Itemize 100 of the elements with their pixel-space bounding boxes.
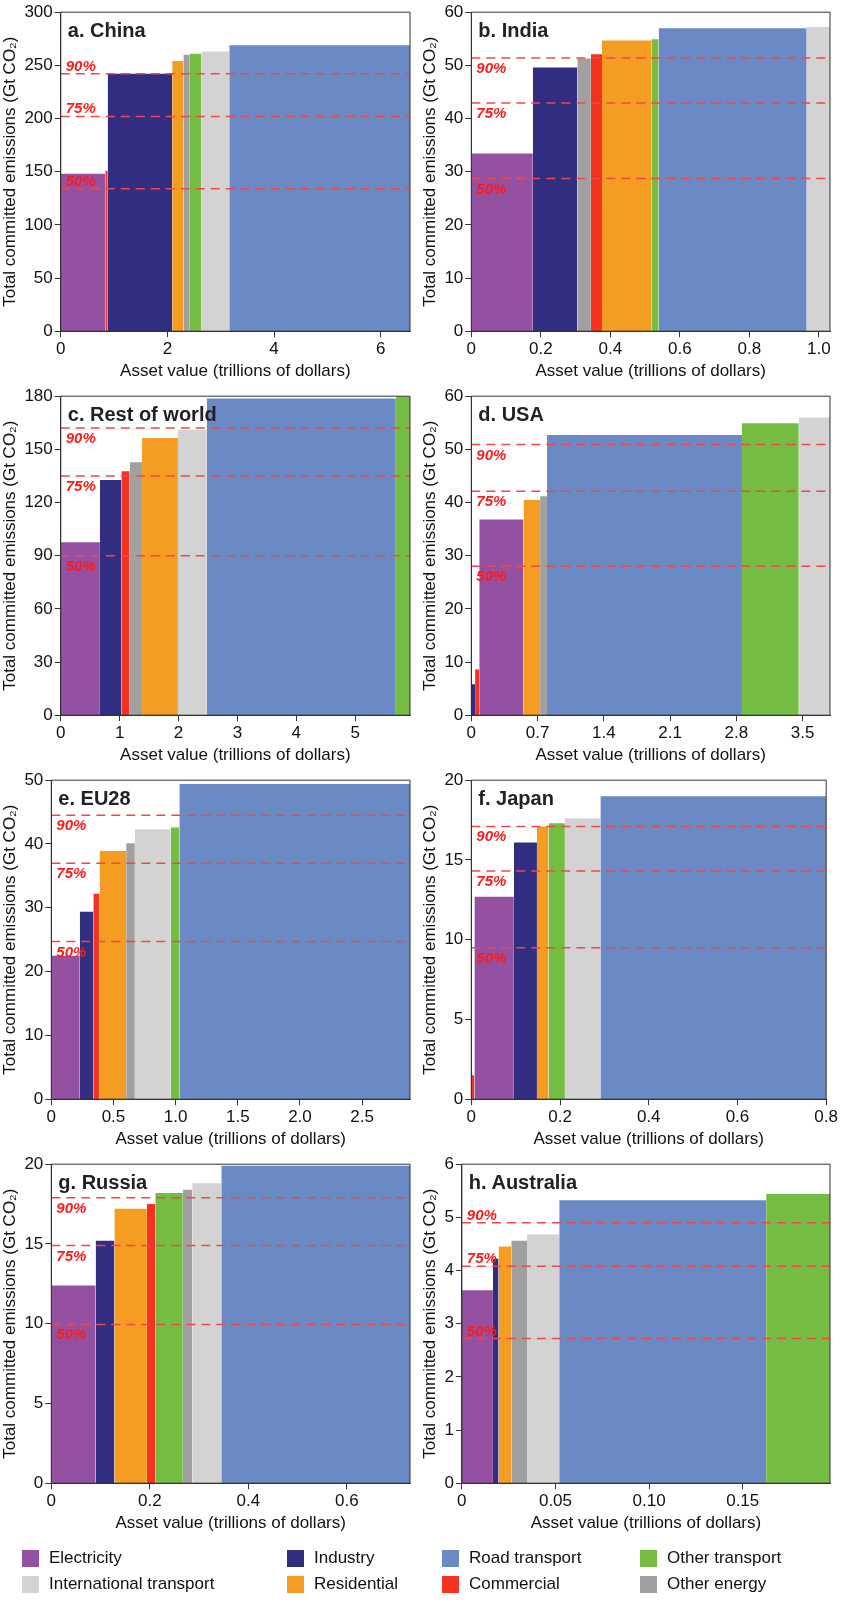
x-tick-label: 0 xyxy=(466,723,477,743)
annotation: 90% xyxy=(466,1205,497,1223)
x-tick-label: 3 xyxy=(232,723,243,743)
y-tick-label: 100 xyxy=(24,214,53,234)
y-tick-label: 180 xyxy=(24,385,53,405)
y-axis-title: Total committed emissions (Gt CO₂) xyxy=(419,420,439,691)
x-tick-label: 1.4 xyxy=(591,723,616,743)
x-tick-label: 3.5 xyxy=(790,723,815,743)
x-tick-label: 0 xyxy=(56,339,66,359)
x-axis-title: Asset value (trillions of dollars) xyxy=(535,745,766,765)
y-tick-label: 5 xyxy=(33,1393,44,1413)
x-tick-label: 0.4 xyxy=(598,339,623,359)
y-tick-label: 15 xyxy=(444,849,464,869)
y-tick-label: 30 xyxy=(33,651,53,671)
y-axis-title: Total committed emissions (Gt CO₂) xyxy=(419,36,439,307)
x-tick-label: 1.5 xyxy=(225,1107,250,1127)
chart-title: b. India xyxy=(478,19,550,42)
y-tick-label: 5 xyxy=(453,1009,464,1029)
y-tick-label: 0 xyxy=(453,704,464,724)
x-tick-label: 5 xyxy=(350,723,360,743)
y-axis-title: Total committed emissions (Gt CO₂) xyxy=(419,1188,439,1459)
y-tick-label: 60 xyxy=(33,598,53,618)
annotation: 75% xyxy=(65,99,96,117)
y-tick-label: 250 xyxy=(24,55,53,75)
x-tick-label: 0.4 xyxy=(636,1107,661,1127)
x-tick-label: 0.10 xyxy=(632,1491,666,1511)
annotation: 75% xyxy=(65,476,96,494)
y-tick-label: 0 xyxy=(453,1088,464,1108)
y-axis-title: Total committed emissions (Gt CO₂) xyxy=(0,1188,19,1459)
x-tick-label: 0.6 xyxy=(725,1107,750,1127)
y-tick-label: 0 xyxy=(453,320,464,340)
y-tick-label: 40 xyxy=(24,833,44,853)
y-tick-label: 0 xyxy=(33,1472,44,1492)
annotation: 90% xyxy=(476,827,507,845)
x-tick-label: 1.0 xyxy=(163,1107,188,1127)
x-tick-label: 2.8 xyxy=(724,723,749,743)
y-tick-label: 10 xyxy=(444,929,464,949)
chart-title: f. Japan xyxy=(478,787,554,810)
annotation: 90% xyxy=(56,1198,87,1216)
y-tick-label: 0 xyxy=(33,1088,44,1108)
y-tick-label: 20 xyxy=(444,598,464,618)
y-axis-title: Total committed emissions (Gt CO₂) xyxy=(0,36,19,307)
x-tick-label: 0.4 xyxy=(236,1491,261,1511)
y-tick-label: 0 xyxy=(43,704,53,724)
legend-label: Other transport xyxy=(667,1548,782,1568)
y-tick-label: 40 xyxy=(444,108,464,128)
x-tick-label: 1.0 xyxy=(807,339,831,359)
x-tick-label: 0.8 xyxy=(814,1107,838,1127)
y-tick-label: 150 xyxy=(24,161,53,181)
annotation: 50% xyxy=(476,948,507,966)
y-tick-label: 120 xyxy=(24,492,53,512)
x-axis-title: Asset value (trillions of dollars) xyxy=(120,745,351,765)
y-tick-label: 20 xyxy=(24,961,44,981)
x-tick-label: 2 xyxy=(173,723,184,743)
y-tick-label: 10 xyxy=(444,651,464,671)
y-axis-title: Total committed emissions (Gt CO₂) xyxy=(0,804,19,1075)
y-tick-label: 10 xyxy=(24,1313,44,1333)
y-tick-label: 6 xyxy=(444,1153,454,1173)
chart-title: a. China xyxy=(67,19,147,42)
y-tick-label: 30 xyxy=(444,545,464,565)
x-tick-label: 0.6 xyxy=(668,339,692,359)
y-tick-label: 30 xyxy=(24,897,44,917)
y-tick-label: 3 xyxy=(444,1313,454,1333)
x-tick-label: 4 xyxy=(291,723,302,743)
chart-title: d. USA xyxy=(478,403,544,426)
legend-label: Road transport xyxy=(469,1548,582,1568)
annotation: 75% xyxy=(56,1246,87,1264)
annotation: 90% xyxy=(65,429,96,447)
chart-title: e. EU28 xyxy=(58,787,131,810)
x-tick-label: 0.15 xyxy=(726,1491,760,1511)
y-tick-label: 50 xyxy=(33,267,53,287)
annotation: 50% xyxy=(476,179,507,197)
x-tick-label: 0 xyxy=(56,723,66,743)
x-tick-label: 0.5 xyxy=(101,1107,126,1127)
x-tick-label: 0.05 xyxy=(538,1491,573,1511)
x-axis-title: Asset value (trillions of dollars) xyxy=(535,361,766,381)
y-axis-title: Total committed emissions (Gt CO₂) xyxy=(419,804,439,1075)
x-tick-label: 0 xyxy=(466,1107,477,1127)
y-tick-label: 1 xyxy=(444,1419,454,1439)
y-tick-label: 50 xyxy=(444,439,464,459)
x-tick-label: 0.2 xyxy=(138,1491,162,1511)
y-tick-label: 40 xyxy=(444,492,464,512)
y-tick-label: 0 xyxy=(444,1472,454,1492)
annotation: 90% xyxy=(476,58,507,76)
annotation: 75% xyxy=(466,1249,497,1267)
x-tick-label: 0.2 xyxy=(529,339,553,359)
y-tick-label: 50 xyxy=(444,55,464,75)
x-tick-label: 0.7 xyxy=(525,723,550,743)
legend-label: Electricity xyxy=(49,1548,122,1568)
y-axis-title: Total committed emissions (Gt CO₂) xyxy=(0,420,19,691)
x-axis-title: Asset value (trillions of dollars) xyxy=(115,1513,346,1533)
y-tick-label: 10 xyxy=(444,267,464,287)
legend-label: International transport xyxy=(49,1574,215,1594)
y-tick-label: 60 xyxy=(444,385,464,405)
legend-label: Other energy xyxy=(667,1574,767,1594)
y-tick-label: 200 xyxy=(24,108,53,128)
annotation: 75% xyxy=(56,864,87,882)
x-tick-label: 2.1 xyxy=(658,723,682,743)
x-tick-label: 1 xyxy=(114,723,125,743)
y-tick-label: 300 xyxy=(24,1,53,21)
